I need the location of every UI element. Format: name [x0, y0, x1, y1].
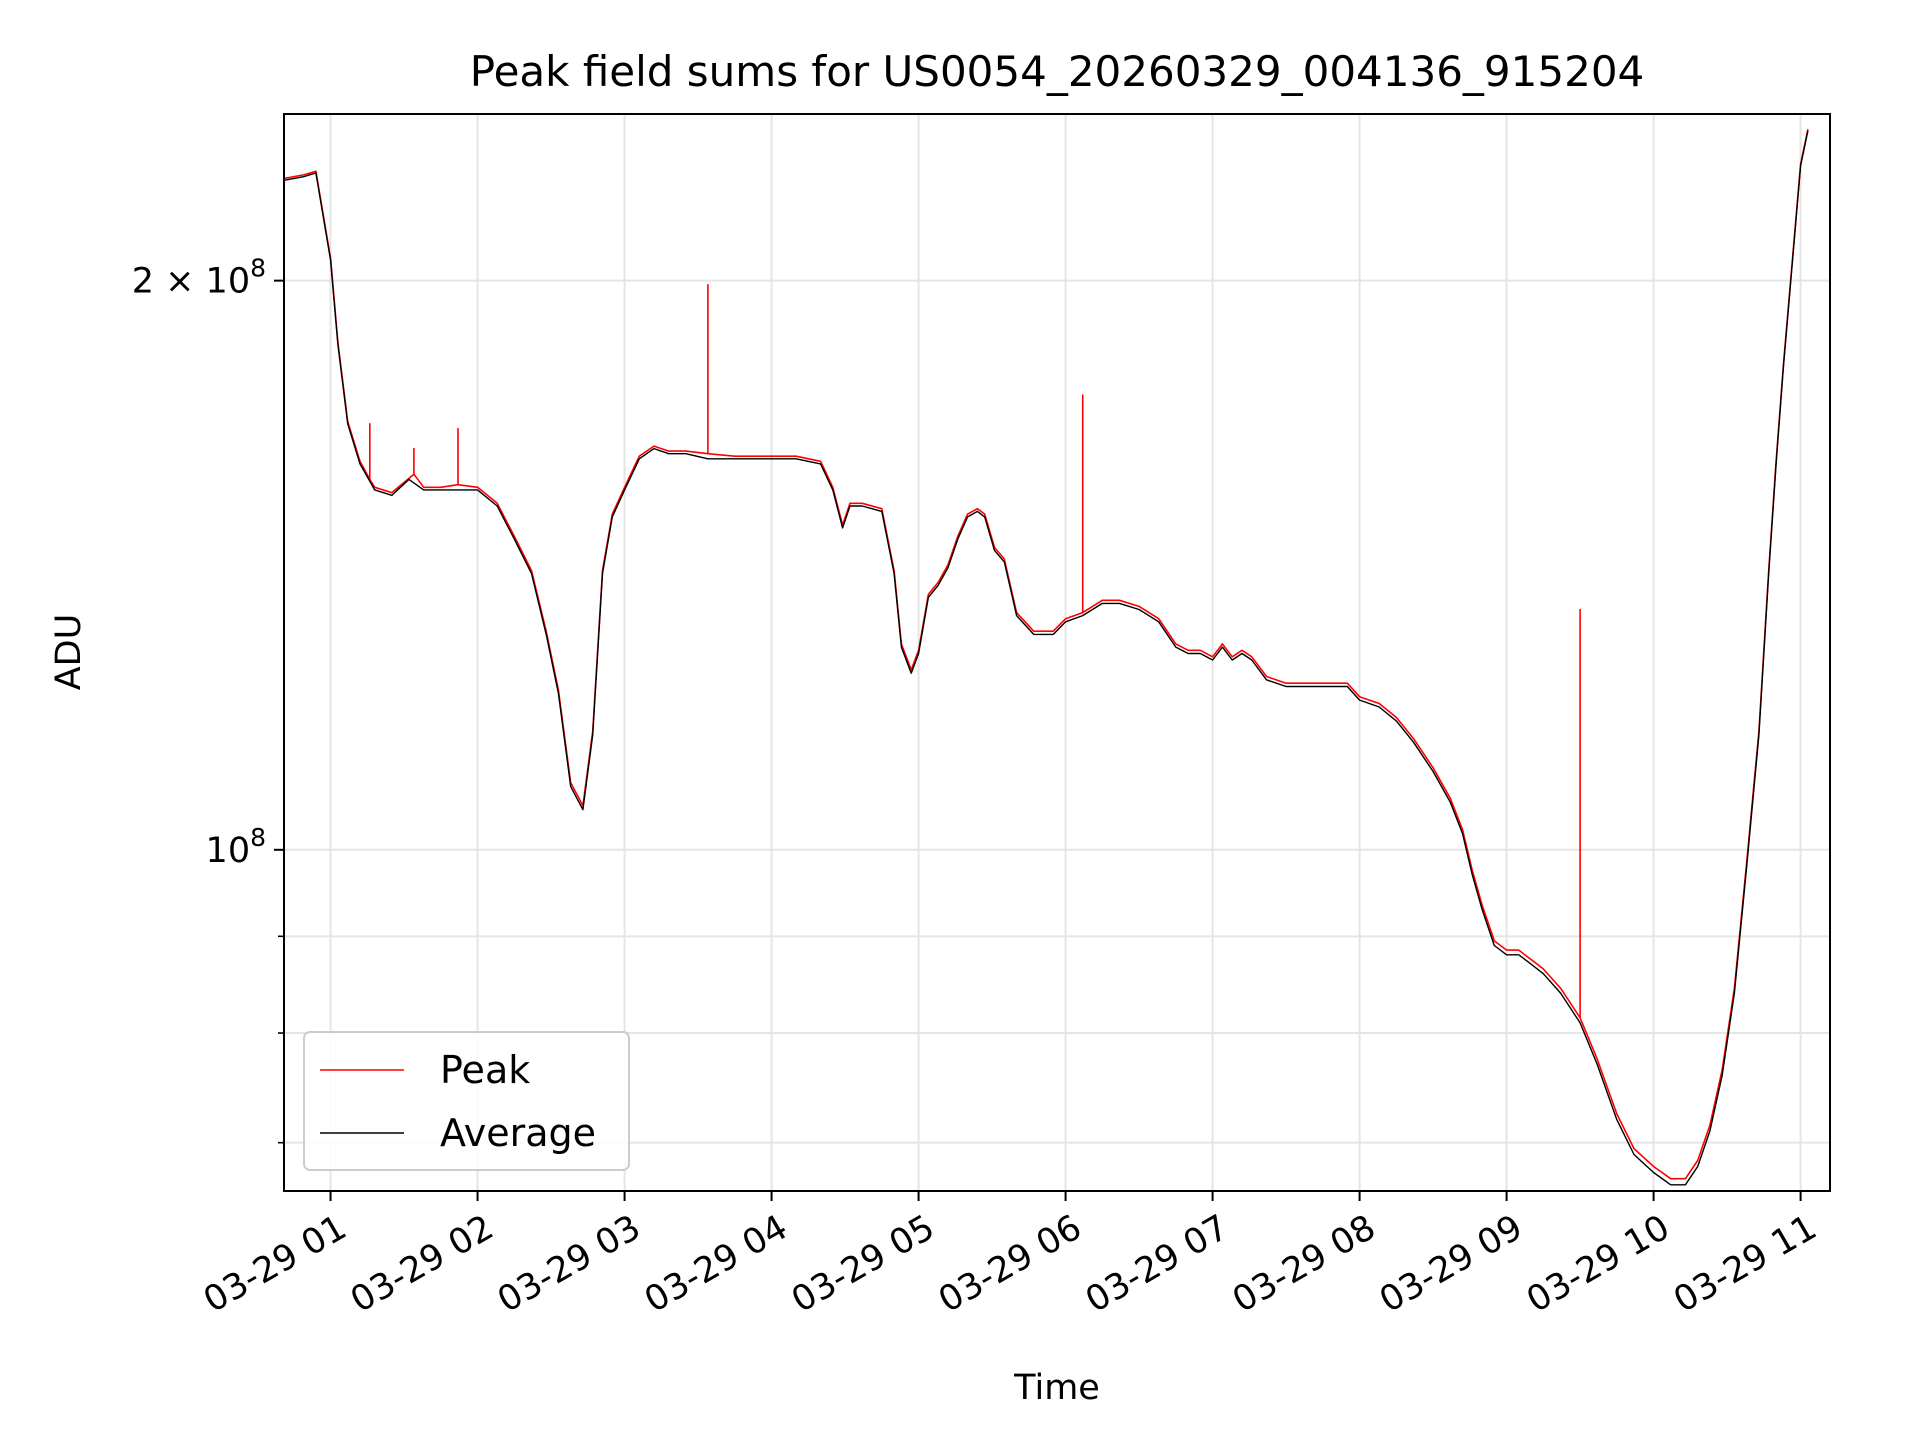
legend-label-average: Average — [440, 1111, 596, 1155]
plot-area — [284, 129, 1809, 1186]
x-axis-label: Time — [1013, 1368, 1100, 1408]
series-line-average — [284, 130, 1809, 1186]
y-axis: 2 × 108 108 — [132, 254, 284, 1144]
chart-title: Peak field sums for US0054_20260329_0041… — [470, 47, 1645, 96]
series-line-peak — [284, 129, 1809, 1180]
grid-lines — [284, 114, 1830, 1191]
y-axis-label: ADU — [49, 614, 89, 691]
y-tick-label: 2 × 108 — [132, 254, 266, 302]
legend: Peak Average — [303, 1031, 630, 1171]
legend-label-peak: Peak — [440, 1048, 530, 1092]
y-tick-label: 108 — [206, 823, 266, 871]
legend-box — [303, 1031, 630, 1171]
axes-frame — [283, 113, 1831, 1192]
